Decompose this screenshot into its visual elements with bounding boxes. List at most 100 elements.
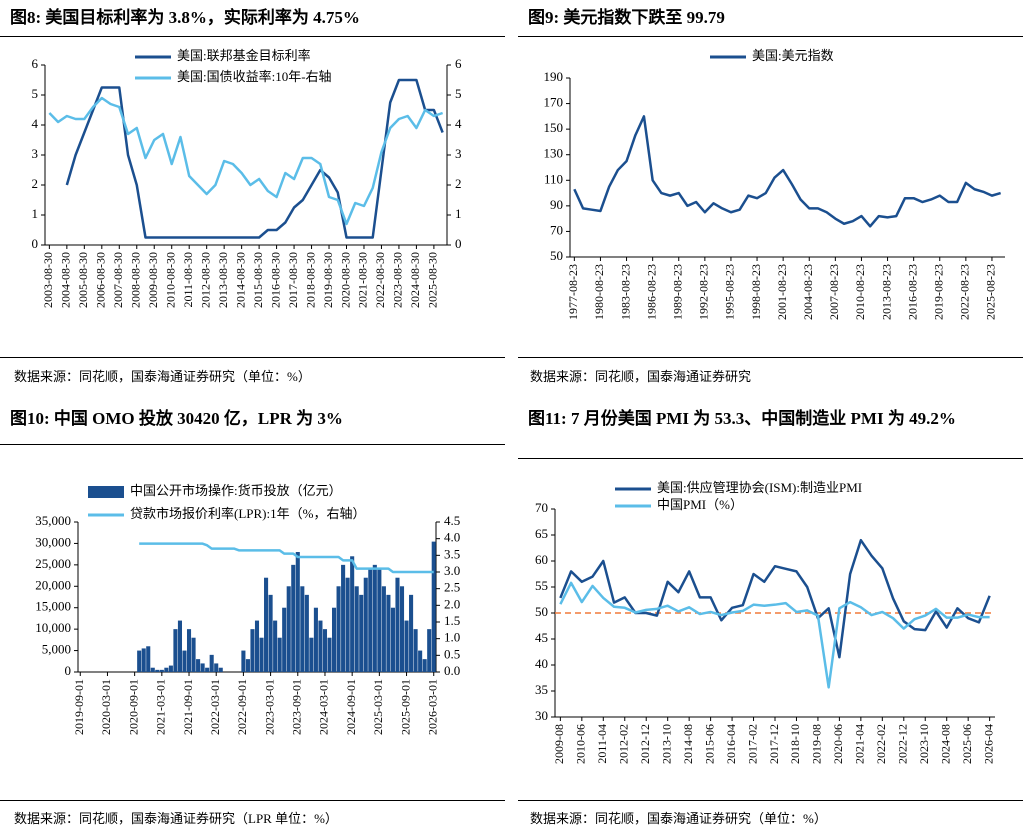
x-tick-label: 2019-09-01 [72,679,86,735]
rule [518,357,1023,358]
tick-label: 1.5 [444,613,460,628]
x-tick-label: 2012-02 [617,724,631,764]
tick-label: 2.0 [444,596,460,611]
line [559,538,991,659]
bar [137,650,142,672]
tick-label: 3.5 [444,546,460,561]
tick-label: 3 [455,146,462,161]
bar [427,629,432,672]
tick-label: 6 [32,56,39,71]
bar [395,577,400,672]
rule [518,458,1023,459]
tick-label: 25,000 [35,556,71,571]
x-tick-label: 2016-04 [724,724,738,764]
bar [273,620,278,672]
tick-label: 30,000 [35,534,71,549]
x-tick-label: 2025-09-01 [398,679,412,735]
tick-label: 130 [544,146,564,161]
bar [286,586,291,672]
tick-label: 0.5 [444,646,460,661]
x-tick-label: 2025-08-30 [426,252,440,308]
tick-label: 5 [32,86,39,101]
x-tick-label: 2022-03-01 [208,679,222,735]
x-tick-label: 2009-08 [552,724,566,764]
tick-label: 4.5 [444,513,460,528]
line [559,581,990,689]
x-tick-label: 2024-03-01 [317,679,331,735]
tick-label: 1 [32,206,39,221]
bar [186,629,192,672]
x-tick-label: 1992-08-23 [697,264,711,320]
x-tick-label: 2004-08-30 [59,252,73,308]
bar [363,577,368,672]
line [139,542,434,574]
tick-label: 30 [535,708,548,723]
x-tick-label: 2004-08-23 [801,264,815,320]
bar [331,607,337,672]
x-tick-label: 2025-03-01 [371,679,385,735]
tick-label: 4.0 [444,530,460,545]
x-tick-label: 2010-06 [574,724,588,764]
bar [386,594,391,672]
x-tick-label: 2021-03-01 [154,679,168,735]
tick-label: 10,000 [35,620,71,635]
bar [336,586,341,672]
bar [155,669,160,672]
x-tick-label: 2018-08-30 [303,252,317,308]
x-tick-label: 2020-08-30 [338,252,352,308]
tick-label: 60 [535,552,548,567]
tick-label: 190 [544,69,564,84]
bar [205,667,210,672]
x-tick-label: 2022-08-23 [958,264,972,320]
bar [250,629,255,672]
x-tick-label: 2013-08-30 [216,252,230,308]
bar [264,577,269,672]
bar [200,663,205,672]
tick-label: 2 [455,176,462,191]
x-tick-label: 2007-08-23 [827,264,841,320]
x-tick-label: 2018-10 [788,724,802,764]
tick-label: 15,000 [35,599,71,614]
bar [191,637,196,672]
rule [0,444,505,445]
x-tick-label: 2016-08-23 [905,264,919,320]
bar [177,620,183,672]
x-tick-label: 2023-09-01 [290,679,304,735]
bar [318,620,323,672]
x-tick-label: 1986-08-23 [644,264,658,320]
bar [291,564,296,672]
bar [431,541,436,672]
bar [354,586,359,672]
rule [0,800,505,801]
legend-label: 贷款市场报价利率(LPR):1年（%，右轴） [130,506,365,521]
x-tick-label: 2024-08 [938,724,952,764]
x-tick-label: 2012-12 [638,724,652,764]
tick-label: 50 [550,248,563,263]
bar [422,659,427,672]
bar [409,594,414,672]
bar [245,659,250,672]
x-tick-label: 2020-03-01 [99,679,113,735]
tick-label: 35,000 [35,513,71,528]
tick-label: 70 [535,500,548,515]
x-tick-label: 2001-08-23 [775,264,789,320]
x-tick-label: 2019-08 [810,724,824,764]
bar [350,556,355,672]
legend-label: 中国公开市场操作:货币投放（亿元） [130,483,342,498]
x-tick-label: 2008-08-30 [129,252,143,308]
x-tick-label: 2021-04 [853,724,867,764]
x-tick-label: 2023-08-30 [391,252,405,308]
tick-label: 40 [535,656,548,671]
tick-label: 4 [32,116,39,131]
tick-label: 90 [550,197,563,212]
bar [241,650,246,672]
bar [295,552,300,672]
bar [254,620,260,672]
tick-label: 5,000 [42,642,71,657]
bar [327,637,332,672]
x-tick-label: 2017-02 [745,724,759,764]
tick-label: 0 [455,236,462,251]
x-tick-label: 2007-08-30 [111,252,125,308]
x-tick-label: 2015-06 [702,724,716,764]
x-tick-label: 2015-08-30 [251,252,265,308]
